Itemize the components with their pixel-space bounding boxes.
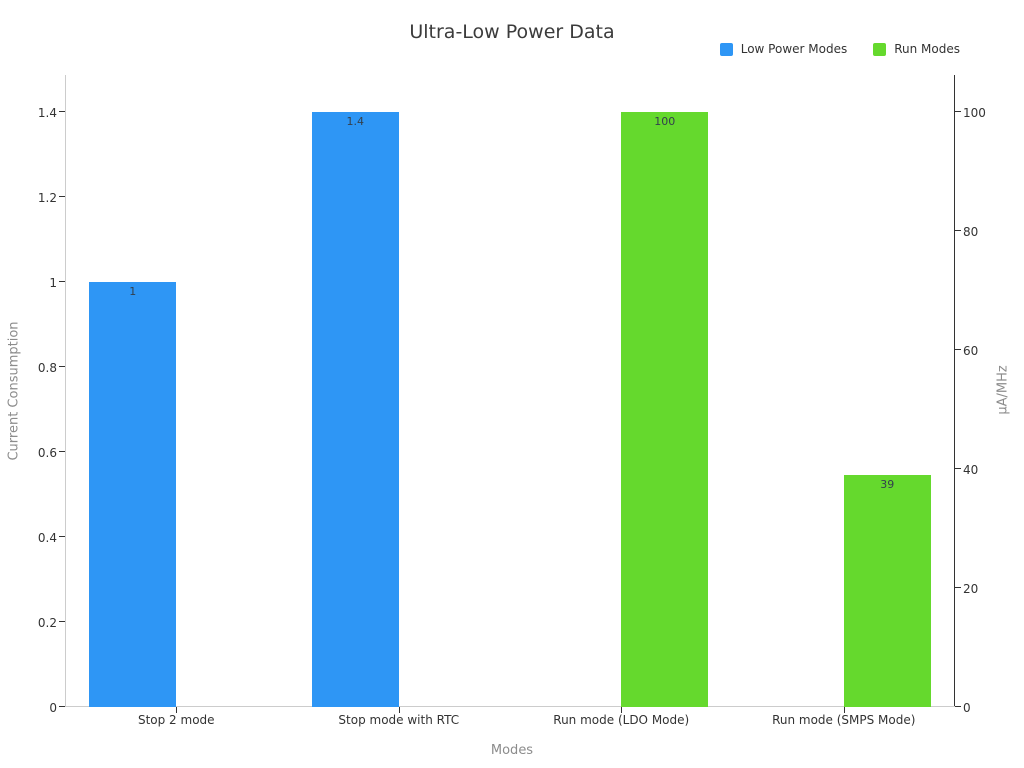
y-right-tick (955, 587, 961, 588)
x-category-label: Run mode (SMPS Mode) (772, 713, 916, 727)
bar[interactable]: 39 (843, 474, 931, 707)
y-right-tick-label: 20 (963, 582, 979, 596)
y-right-tick-label: 60 (963, 344, 979, 358)
y-right-tick (955, 111, 961, 112)
y-axis-left-title: Current Consumption (6, 321, 22, 461)
y-axis-right-line (954, 75, 955, 707)
y-left-tick (59, 281, 65, 282)
y-right-tick (955, 468, 961, 469)
y-right-tick (955, 706, 961, 707)
y-left-tick (59, 621, 65, 622)
y-left-tick-label: 0.4 (37, 531, 57, 545)
plot-area: 0 0.2 0.4 0.6 0.8 1 1.2 1.4 0 20 40 60 80 100 Stop 2 m… (38, 75, 986, 727)
bar[interactable]: 100 (621, 112, 709, 707)
bar-value-label: 1 (129, 285, 137, 298)
y-left-tick (59, 111, 65, 112)
y-left-tick-label: 1.2 (37, 191, 57, 205)
y-left-tick-label: 0.6 (37, 446, 57, 460)
bar-value-label: 39 (880, 477, 895, 491)
y-right-tick (955, 349, 961, 350)
x-tick (621, 707, 623, 713)
y-left-tick-label: 0 (49, 701, 57, 715)
bar-value-label: 1.4 (346, 115, 365, 128)
bar[interactable]: 1 (89, 282, 177, 707)
y-left-tick (59, 451, 65, 452)
x-tick (398, 707, 400, 713)
y-left-tick-label: 1.4 (37, 106, 57, 120)
y-axis-left-line (65, 75, 66, 707)
x-axis-title: Modes (490, 743, 534, 758)
y-left-tick (59, 196, 65, 197)
chart-title: Ultra-Low Power Data (409, 21, 615, 43)
y-axis-right-title: µA/MHz (995, 365, 1011, 415)
y-left-tick-label: 1 (49, 276, 57, 290)
y-left-tick (59, 366, 65, 367)
x-tick (843, 707, 845, 713)
x-category-label: Stop mode with RTC (338, 713, 460, 727)
y-right-tick-label: 100 (963, 106, 986, 120)
y-left-tick-label: 0.8 (37, 361, 57, 375)
x-category-label: Stop 2 mode (137, 713, 215, 727)
y-right-tick (955, 230, 961, 231)
legend-swatch-icon (719, 42, 733, 56)
bar[interactable]: 1.4 (311, 112, 399, 707)
y-left-tick-label: 0.2 (37, 616, 57, 630)
legend-swatch-icon (873, 42, 887, 56)
y-right-tick-label: 80 (963, 225, 979, 239)
legend-item[interactable]: Low Power Modes (719, 42, 848, 56)
legend: Low Power Modes Run Modes (719, 42, 960, 56)
legend-label: Low Power Modes (740, 42, 848, 56)
y-left-tick (59, 536, 65, 537)
y-right-tick-label: 40 (963, 463, 979, 477)
x-category-label: Run mode (LDO Mode) (553, 713, 690, 727)
legend-label: Run Modes (894, 42, 960, 56)
x-tick (176, 707, 178, 713)
y-right-tick-label: 0 (963, 701, 971, 715)
bar-value-label: 100 (654, 115, 676, 128)
legend-item[interactable]: Run Modes (873, 42, 960, 56)
y-left-tick (59, 706, 65, 707)
x-axis-line (65, 706, 955, 707)
